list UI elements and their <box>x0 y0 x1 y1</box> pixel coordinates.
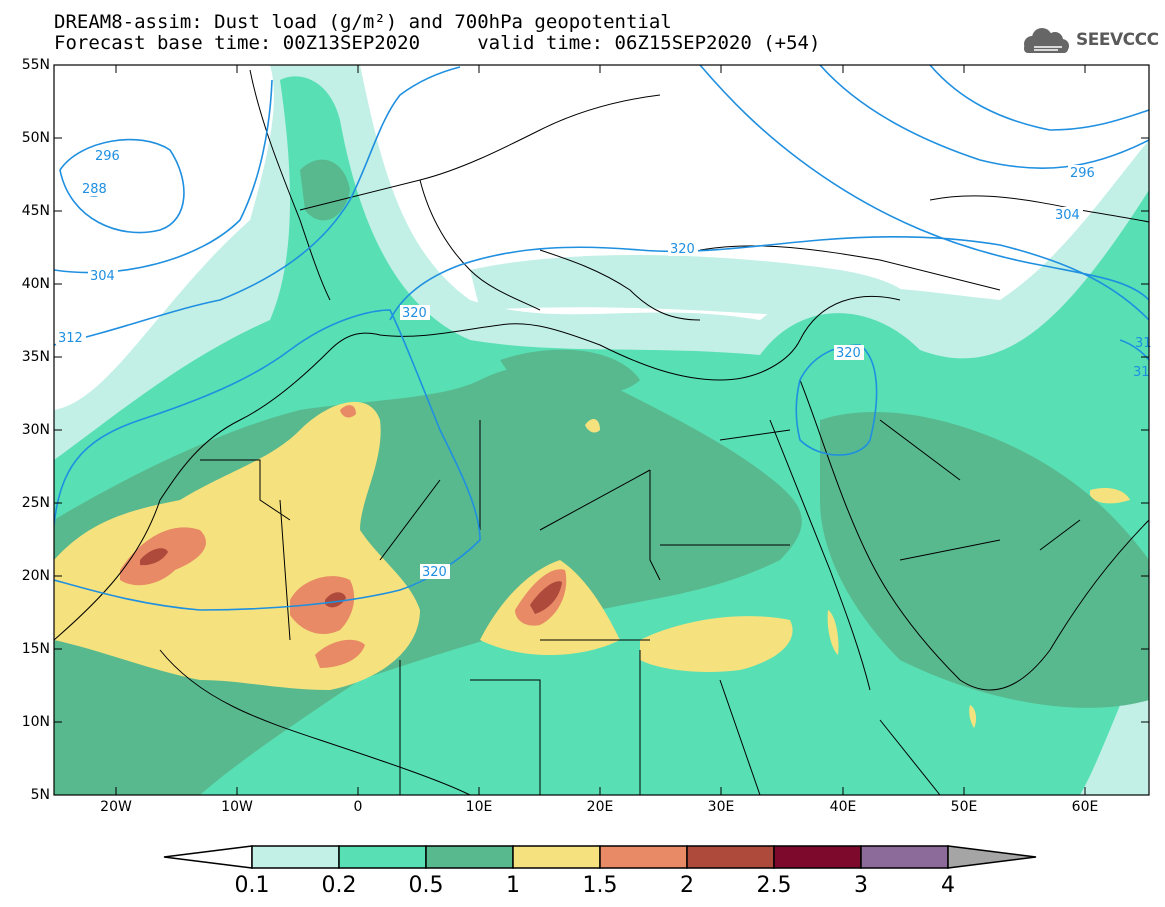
colorbar-label: 2.5 <box>756 873 792 898</box>
colorbar-label: 0.1 <box>234 873 270 898</box>
lat-label: 55N <box>21 57 50 73</box>
colorbar-swatch <box>860 845 949 869</box>
lon-label: 20E <box>586 799 614 815</box>
lon-label: 50E <box>950 799 978 815</box>
lon-label: 30E <box>707 799 735 815</box>
colorbar-swatch <box>251 845 340 869</box>
contour-label: 304 <box>90 269 115 284</box>
dust-shading <box>54 65 1149 795</box>
lat-label: 40N <box>21 276 50 292</box>
colorbar-swatch <box>599 845 688 869</box>
lat-label: 30N <box>21 422 50 438</box>
lat-label: 5N <box>30 787 50 803</box>
colorbar-label: 2 <box>680 873 694 898</box>
lat-label: 25N <box>21 495 50 511</box>
contour-label: 296 <box>1070 166 1095 181</box>
lat-label: 10N <box>21 714 50 730</box>
logo-text: SEEVCCC <box>1076 30 1159 50</box>
lon-label: 20W <box>100 799 132 815</box>
colorbar-swatch <box>338 845 427 869</box>
contour-label: 312 <box>58 331 83 346</box>
cloud-logo-icon <box>1024 28 1069 53</box>
colorbar-swatch <box>425 845 514 869</box>
contour-labels: 296 288 304 312 320 320 320 320 296 304 … <box>56 148 1152 580</box>
lat-label: 50N <box>21 130 50 146</box>
colorbar-over-triangle <box>947 845 1037 869</box>
colorbar-label: 3 <box>854 873 868 898</box>
contour-label: 288 <box>82 182 107 197</box>
lon-label: 10E <box>465 799 493 815</box>
lon-label: 40E <box>829 799 857 815</box>
lon-label: 10W <box>221 799 253 815</box>
colorbar-label: 1 <box>506 873 520 898</box>
axis-ticks <box>54 64 1149 796</box>
contour-label: 320 <box>402 306 427 321</box>
lat-label: 15N <box>21 641 50 657</box>
contour-label: 320 <box>836 346 861 361</box>
lat-label: 35N <box>21 349 50 365</box>
map-subtitle: Forecast base time: 00Z13SEP2020 valid t… <box>54 32 821 54</box>
contour-label: 31 <box>1133 365 1150 380</box>
geopotential-contours <box>54 65 1149 611</box>
colorbar-label: 4 <box>941 873 955 898</box>
colorbar-label: 0.2 <box>321 873 357 898</box>
colorbar-swatch <box>512 845 601 869</box>
colorbar-label: 0.5 <box>408 873 444 898</box>
contour-label: 296 <box>95 149 120 164</box>
map-title: DREAM8-assim: Dust load (g/m²) and 700hP… <box>54 11 672 33</box>
lat-label: 20N <box>21 568 50 584</box>
coastline-borders <box>54 69 1149 795</box>
contour-label: 31 <box>1135 336 1152 351</box>
colorbar-swatch <box>773 845 862 869</box>
colorbar-swatch <box>686 845 775 869</box>
contour-label: 320 <box>670 242 695 257</box>
lon-label: 60E <box>1071 799 1099 815</box>
contour-label: 320 <box>422 565 447 580</box>
colorbar-under-triangle <box>163 845 253 869</box>
contour-label: 304 <box>1055 208 1080 223</box>
lat-label: 45N <box>21 203 50 219</box>
colorbar-label: 1.5 <box>582 873 618 898</box>
lon-label: 0 <box>353 799 363 815</box>
